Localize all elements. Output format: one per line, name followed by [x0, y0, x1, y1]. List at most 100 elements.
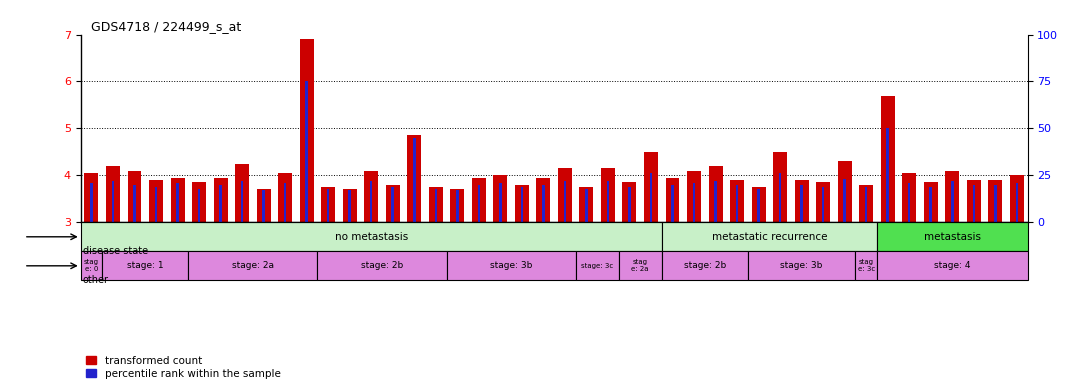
Bar — [447, 251, 576, 280]
Bar — [708, 166, 723, 222]
Text: GDS4718 / 224499_s_at: GDS4718 / 224499_s_at — [91, 20, 242, 33]
Bar — [619, 251, 662, 280]
Bar — [521, 187, 523, 222]
Text: stag
e: 0: stag e: 0 — [84, 259, 99, 272]
Text: metastasis: metastasis — [924, 232, 980, 242]
Bar — [499, 183, 501, 222]
Bar — [714, 181, 717, 222]
Bar — [536, 178, 550, 222]
Text: metastatic recurrence: metastatic recurrence — [711, 232, 827, 242]
Bar — [628, 187, 631, 222]
Text: other: other — [83, 275, 109, 285]
Bar — [865, 187, 867, 222]
Bar — [192, 182, 207, 222]
Bar — [688, 170, 702, 222]
Bar — [945, 170, 959, 222]
Text: stag
e: 3c: stag e: 3c — [858, 259, 875, 272]
Bar — [579, 187, 594, 222]
Bar — [256, 189, 270, 222]
Bar — [170, 178, 185, 222]
Bar — [213, 178, 228, 222]
Bar — [81, 222, 662, 251]
Bar — [877, 222, 1028, 251]
Bar — [779, 174, 781, 222]
Bar — [662, 222, 877, 251]
Bar — [407, 136, 421, 222]
Text: stage: 2b: stage: 2b — [683, 262, 726, 270]
Bar — [155, 187, 157, 222]
Bar — [241, 181, 243, 222]
Bar — [364, 170, 379, 222]
Bar — [908, 183, 910, 222]
Bar — [988, 180, 1002, 222]
Bar — [558, 168, 572, 222]
Bar — [284, 183, 286, 222]
Text: stage: 1: stage: 1 — [127, 262, 164, 270]
Bar — [844, 179, 846, 222]
Text: stage: 2a: stage: 2a — [231, 262, 274, 270]
Bar — [643, 152, 657, 222]
Bar — [994, 185, 996, 222]
Bar — [133, 185, 136, 222]
Bar — [105, 166, 121, 222]
Bar — [930, 187, 932, 222]
Bar — [887, 128, 889, 222]
Bar — [622, 182, 636, 222]
Bar — [127, 170, 142, 222]
Bar — [751, 187, 765, 222]
Bar — [736, 185, 738, 222]
Bar — [317, 251, 447, 280]
Bar — [607, 181, 609, 222]
Text: disease state: disease state — [83, 246, 147, 256]
Bar — [90, 183, 93, 222]
Bar — [327, 189, 329, 222]
Bar — [576, 251, 619, 280]
Bar — [349, 190, 351, 222]
Bar — [514, 185, 528, 222]
Bar — [385, 185, 399, 222]
Bar — [650, 174, 652, 222]
Text: no metastasis: no metastasis — [335, 232, 408, 242]
Bar — [748, 251, 855, 280]
Bar — [585, 189, 587, 222]
Bar — [973, 185, 975, 222]
Text: stage: 2b: stage: 2b — [360, 262, 404, 270]
Bar — [198, 189, 200, 222]
Bar — [880, 96, 894, 222]
Bar — [902, 173, 916, 222]
Bar — [600, 168, 614, 222]
Bar — [220, 185, 222, 222]
Bar — [188, 251, 317, 280]
Bar — [478, 185, 480, 222]
Bar — [278, 173, 293, 222]
Bar — [730, 180, 744, 222]
Bar — [102, 251, 188, 280]
Bar — [235, 164, 249, 222]
Bar — [81, 251, 102, 280]
Bar — [306, 81, 308, 222]
Bar — [471, 178, 485, 222]
Legend: transformed count, percentile rank within the sample: transformed count, percentile rank withi… — [86, 356, 281, 379]
Bar — [877, 251, 1028, 280]
Text: stage: 3c: stage: 3c — [581, 263, 613, 269]
Bar — [665, 178, 680, 222]
Bar — [951, 181, 953, 222]
Bar — [456, 190, 458, 222]
Bar — [542, 185, 544, 222]
Bar — [413, 138, 415, 222]
Bar — [822, 187, 824, 222]
Bar — [564, 181, 566, 222]
Bar — [176, 183, 179, 222]
Bar — [451, 189, 464, 222]
Bar — [923, 182, 937, 222]
Bar — [837, 161, 851, 222]
Bar — [342, 189, 357, 222]
Bar — [322, 187, 336, 222]
Bar — [966, 180, 980, 222]
Bar — [370, 181, 372, 222]
Text: stag
e: 2a: stag e: 2a — [632, 259, 649, 272]
Bar — [758, 189, 760, 222]
Bar — [1009, 175, 1023, 222]
Bar — [435, 189, 437, 222]
Bar — [671, 185, 674, 222]
